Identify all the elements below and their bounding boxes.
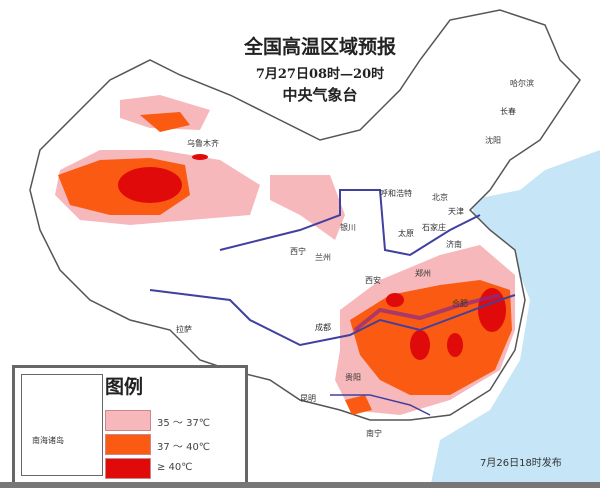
heat-37-40-south (350, 280, 512, 395)
city-label: 成都 (315, 323, 331, 332)
heat-40-jiangxi (447, 333, 463, 357)
legend-label: 35 ～ 37℃ (157, 418, 211, 429)
legend-swatch-40-plus (105, 458, 151, 479)
city-label: 沈阳 (485, 136, 501, 145)
city-label: 乌鲁木齐 (187, 139, 219, 148)
city-label: 西宁 (290, 247, 306, 256)
inset-label: 南海诸岛 (32, 436, 64, 445)
legend: 南海诸岛 图例 35 ～ 37℃ 37 ～ 40℃ ≥ 40℃ (12, 365, 248, 485)
heat-37-40-guangxi (345, 395, 372, 415)
heat-35-37-north (270, 175, 345, 240)
issuer: 中央气象台 (282, 86, 358, 104)
issued-note: 7月26日18时发布 (480, 458, 562, 469)
city-label: 南宁 (366, 429, 382, 438)
city-label: 银川 (340, 223, 356, 232)
city-label: 石家庄 (422, 223, 446, 232)
yellow-river (219, 189, 481, 257)
city-label: 郑州 (415, 269, 431, 278)
city-label: 西安 (365, 276, 381, 285)
legend-swatch-37-40 (105, 434, 151, 455)
city-label: 哈尔滨 (510, 79, 534, 88)
city-label: 天津 (448, 207, 464, 216)
city-label: 昆明 (300, 394, 316, 403)
yangtze-river (149, 289, 516, 347)
heat-40-xinjiang (118, 167, 182, 203)
map-title: 全国高温区域预报 (243, 36, 396, 58)
sea (430, 150, 600, 488)
heat-40-hubei (386, 293, 404, 307)
south-china-sea-inset: 南海诸岛 (21, 374, 103, 476)
legend-label: 37 ～ 40℃ (157, 442, 211, 453)
legend-swatch-35-37 (105, 410, 151, 431)
frame-border (0, 482, 600, 488)
city-label: 拉萨 (176, 325, 192, 334)
yangtze-hot-band (353, 293, 501, 332)
city-label: 长春 (500, 107, 516, 116)
heat-40-urumqi (192, 154, 208, 160)
city-label: 贵阳 (345, 373, 361, 382)
heat-37-40-north (140, 112, 190, 132)
city-label: 呼和浩特 (380, 189, 412, 198)
pearl-river (330, 394, 431, 416)
city-label: 兰州 (315, 253, 331, 262)
time-range: 7月27日08时—20时 (255, 67, 385, 82)
city-label: 太原 (398, 229, 414, 238)
legend-title: 图例 (105, 376, 144, 398)
heat-35-37-north-tp (120, 95, 210, 130)
city-label: 北京 (432, 193, 448, 202)
city-label: 合肥 (452, 299, 468, 308)
heat-40-hunan (410, 330, 430, 360)
heat-40-east (478, 288, 506, 332)
city-label: 济南 (446, 240, 462, 249)
legend-label: ≥ 40℃ (157, 462, 193, 473)
